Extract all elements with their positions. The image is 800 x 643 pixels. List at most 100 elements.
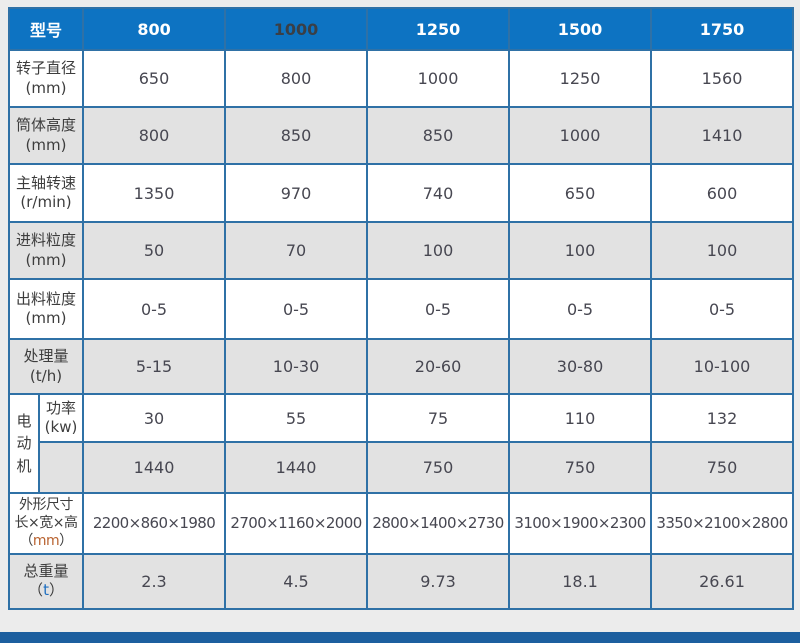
- cell-value: 1250: [508, 49, 653, 108]
- cell-value: 750: [650, 441, 795, 494]
- row-dimensions: 外形尺寸 长×宽×高 （mm） 2200×860×1980 2700×1160×…: [7, 492, 795, 555]
- row-label-name: 功率: [46, 399, 77, 418]
- row-label-name: 筒体高度: [16, 116, 77, 134]
- row-rotor-diameter: 转子直径 (mm) 650 800 1000 1250 1560: [7, 49, 795, 108]
- motor-char: 机: [16, 456, 32, 475]
- row-total-weight: 总重量 （t） 2.3 4.5 9.73 18.1 26.61: [7, 552, 795, 610]
- cell-value: 650: [82, 49, 227, 108]
- cell-value: 100: [366, 221, 511, 280]
- row-label-name: 总重量: [23, 561, 69, 580]
- cell-value: 1000: [366, 49, 511, 108]
- cell-value: 740: [366, 163, 511, 223]
- cell-value: 2.3: [82, 552, 227, 610]
- row-label: 转子直径 (mm): [7, 49, 85, 108]
- row-motor-power: 电 动 机 功率 (kw) 30 55 75 110 132: [8, 393, 795, 494]
- row-label-unit: （t）: [28, 581, 64, 600]
- cell-value: 750: [508, 441, 653, 494]
- cell-value: 50: [82, 221, 227, 280]
- motor-char: 电: [16, 411, 32, 430]
- cell-value: 1410: [650, 106, 795, 165]
- cell-value: 70: [224, 221, 369, 280]
- row-label-name: 长×宽×高: [14, 515, 78, 532]
- row-spindle-speed: 主轴转速 (r/min) 1350 970 740 650 600: [7, 163, 795, 223]
- row-label-name: 出料粒度: [16, 289, 77, 308]
- header-model-1750: 1750: [650, 7, 795, 51]
- cell-value: 970: [224, 163, 369, 223]
- row-motor-speed: 1440 1440 750 750 750: [9, 441, 795, 494]
- spec-table: 型号 800 1000 1250 1500 1750 转子直径 (mm) 650…: [7, 7, 795, 610]
- cell-value: 110: [508, 393, 653, 443]
- cell-value: 5-15: [82, 338, 227, 395]
- cell-value: 1560: [650, 49, 795, 108]
- row-discharge-size: 出料粒度 (mm) 0-5 0-5 0-5 0-5 0-5: [7, 278, 795, 340]
- cell-value: 0-5: [508, 278, 653, 340]
- spec-table-container: 型号 800 1000 1250 1500 1750 转子直径 (mm) 650…: [7, 7, 795, 610]
- cell-value: 1350: [82, 163, 227, 223]
- cell-value: 55: [224, 393, 369, 443]
- cell-value: 1440: [82, 441, 227, 494]
- cell-value: 10-100: [650, 338, 795, 395]
- cell-value: 10-30: [224, 338, 369, 395]
- cell-value: 600: [650, 163, 795, 223]
- row-label-name: 主轴转速: [16, 173, 77, 192]
- cell-value: 850: [224, 106, 369, 165]
- cell-value: 100: [650, 221, 795, 280]
- row-label-unit: (mm): [25, 250, 67, 269]
- cell-value: 850: [366, 106, 511, 165]
- row-label: [37, 441, 85, 494]
- cell-value: 1000: [508, 106, 653, 165]
- row-label-unit: (kw): [44, 418, 78, 436]
- row-label: 处理量 (t/h): [7, 338, 85, 395]
- row-label-name: 处理量: [23, 347, 69, 365]
- cell-value: 0-5: [650, 278, 795, 340]
- row-label-unit: （mm）: [19, 533, 73, 550]
- cell-value: 9.73: [366, 552, 511, 610]
- row-label: 总重量 （t）: [7, 552, 85, 610]
- row-label-unit: (t/h): [29, 366, 63, 385]
- cell-value: 2200×860×1980: [82, 492, 227, 555]
- cell-value: 3350×2100×2800: [650, 492, 795, 555]
- cell-value: 0-5: [366, 278, 511, 340]
- row-cylinder-height: 筒体高度 (mm) 800 850 850 1000 1410: [7, 106, 795, 165]
- cell-value: 18.1: [508, 552, 653, 610]
- row-label-unit: (mm): [25, 78, 67, 97]
- row-label: 主轴转速 (r/min): [7, 163, 85, 223]
- cell-value: 20-60: [366, 338, 511, 395]
- motor-char: 动: [16, 434, 32, 453]
- row-label-unit: (mm): [25, 309, 67, 327]
- cell-value: 4.5: [224, 552, 369, 610]
- cell-value: 30: [82, 393, 227, 443]
- cell-value: 3100×1900×2300: [508, 492, 653, 555]
- cell-value: 650: [508, 163, 653, 223]
- row-capacity: 处理量 (t/h) 5-15 10-30 20-60 30-80 10-100: [7, 338, 795, 395]
- header-model-label: 型号: [7, 7, 85, 51]
- cell-value: 100: [508, 221, 653, 280]
- cell-value: 75: [366, 393, 511, 443]
- header-row: 型号 800 1000 1250 1500 1750: [7, 7, 795, 51]
- row-feed-size: 进料粒度 (mm) 50 70 100 100 100: [7, 221, 795, 280]
- cell-value: 1440: [224, 441, 369, 494]
- row-label-name: 外形尺寸: [19, 497, 74, 513]
- row-label-name: 转子直径: [16, 59, 77, 77]
- row-label: 进料粒度 (mm): [7, 221, 85, 280]
- row-label: 筒体高度 (mm): [7, 106, 85, 165]
- row-label: 功率 (kw): [37, 393, 85, 443]
- header-model-800: 800: [82, 7, 227, 51]
- cell-value: 750: [366, 441, 511, 494]
- header-model-1250: 1250: [366, 7, 511, 51]
- cell-value: 0-5: [224, 278, 369, 340]
- row-label: 出料粒度 (mm): [7, 278, 85, 340]
- header-model-1000: 1000: [224, 7, 369, 51]
- cell-value: 132: [650, 393, 795, 443]
- cell-value: 800: [82, 106, 227, 165]
- cell-value: 0-5: [82, 278, 227, 340]
- row-label-name: 进料粒度: [16, 231, 77, 249]
- row-label: 外形尺寸 长×宽×高 （mm）: [7, 492, 85, 555]
- cell-value: 30-80: [508, 338, 653, 395]
- row-label-unit: (r/min): [20, 193, 72, 211]
- bottom-blue-bar: [0, 632, 800, 643]
- row-label-unit: (mm): [25, 135, 67, 154]
- cell-value: 800: [224, 49, 369, 108]
- motor-group-label: 电 动 机: [8, 393, 40, 494]
- cell-value: 26.61: [650, 552, 795, 610]
